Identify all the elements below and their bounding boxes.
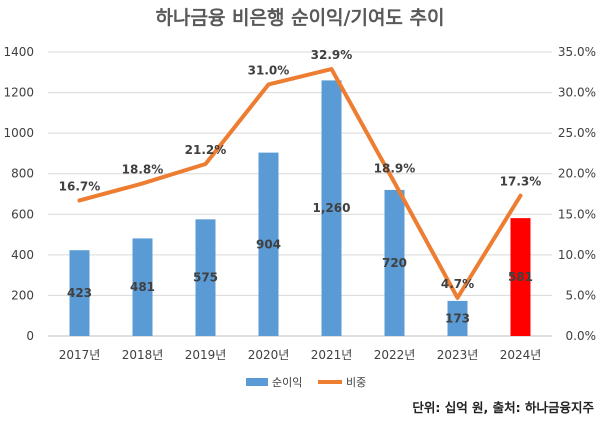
bar bbox=[69, 250, 90, 336]
x-axis: 2017년 2018년 2019년 2020년 2021년 2022년 2023년 2024년 bbox=[59, 348, 542, 362]
bar bbox=[132, 238, 153, 336]
line-value-label: 31.0% bbox=[248, 63, 290, 77]
left-tick-label: 1400 bbox=[3, 45, 34, 59]
right-tick-label: 5.0% bbox=[566, 288, 597, 302]
bar-value-label: 1,260 bbox=[313, 201, 351, 215]
right-tick-label: 25.0% bbox=[558, 126, 596, 140]
bars-layer bbox=[69, 80, 531, 337]
left-tick-label: 600 bbox=[11, 207, 34, 221]
bar bbox=[258, 152, 279, 336]
left-tick-label: 0 bbox=[26, 329, 34, 343]
x-tick-label: 2021년 bbox=[311, 348, 353, 362]
right-tick-label: 35.0% bbox=[558, 45, 596, 59]
right-axis: 0.0% 5.0% 10.0% 15.0% 20.0% 25.0% 30.0% 35.0% bbox=[558, 45, 596, 343]
left-tick-label: 200 bbox=[11, 288, 34, 302]
x-tick-label: 2017년 bbox=[59, 348, 101, 362]
bar bbox=[384, 189, 405, 336]
left-tick-label: 800 bbox=[11, 167, 34, 181]
line-value-label: 4.7% bbox=[441, 277, 474, 291]
left-tick-label: 400 bbox=[11, 248, 34, 262]
bar-labels-layer: 423 481 575 904 1,260 720 173 581 bbox=[67, 201, 533, 325]
bar-value-label: 481 bbox=[130, 280, 155, 294]
left-axis: 0 200 400 600 800 1000 1200 1400 bbox=[3, 45, 34, 343]
left-tick-label: 1000 bbox=[3, 126, 34, 140]
bar bbox=[447, 300, 468, 336]
line-value-label: 16.7% bbox=[59, 179, 101, 193]
bar-value-label: 173 bbox=[445, 311, 470, 325]
legend: 순이익 비중 bbox=[246, 376, 366, 389]
bar-value-label: 581 bbox=[508, 270, 533, 284]
grid-layer bbox=[48, 51, 552, 337]
right-tick-label: 20.0% bbox=[558, 167, 596, 181]
bar-value-label: 904 bbox=[256, 237, 281, 251]
legend-swatch-net-income bbox=[246, 378, 268, 386]
bar bbox=[510, 218, 531, 336]
right-tick-label: 15.0% bbox=[558, 207, 596, 221]
x-tick-label: 2020년 bbox=[248, 348, 290, 362]
ratio-line bbox=[77, 67, 523, 300]
line-value-label: 21.2% bbox=[185, 143, 227, 157]
line-labels-layer: 16.7% 18.8% 21.2% 31.0% 32.9% 18.9% 4.7% 17.3% bbox=[59, 48, 542, 291]
x-tick-label: 2024년 bbox=[500, 348, 542, 362]
x-tick-label: 2019년 bbox=[185, 348, 227, 362]
line-value-label: 18.9% bbox=[374, 162, 416, 176]
legend-label-ratio: 비중 bbox=[346, 376, 366, 389]
right-tick-label: 10.0% bbox=[558, 248, 596, 262]
line-layer bbox=[77, 67, 523, 300]
left-tick-label: 1200 bbox=[3, 86, 34, 100]
legend-label-net-income: 순이익 bbox=[272, 376, 302, 389]
source-note: 단위: 십억 원, 출처: 하나금융지주 bbox=[412, 400, 594, 415]
line-value-label: 18.8% bbox=[122, 162, 164, 176]
x-tick-label: 2018년 bbox=[122, 348, 164, 362]
x-tick-label: 2022년 bbox=[374, 348, 416, 362]
line-value-label: 17.3% bbox=[500, 175, 542, 189]
right-tick-label: 30.0% bbox=[558, 86, 596, 100]
bar-value-label: 720 bbox=[382, 256, 407, 270]
bar bbox=[195, 219, 216, 336]
bar-value-label: 575 bbox=[193, 271, 218, 285]
right-tick-label: 0.0% bbox=[566, 329, 597, 343]
bar-value-label: 423 bbox=[67, 286, 92, 300]
chart-title: 하나금융 비은행 순이익/기여도 추이 bbox=[156, 7, 445, 29]
bar bbox=[321, 80, 342, 337]
x-tick-label: 2023년 bbox=[437, 348, 479, 362]
line-value-label: 32.9% bbox=[311, 48, 353, 62]
